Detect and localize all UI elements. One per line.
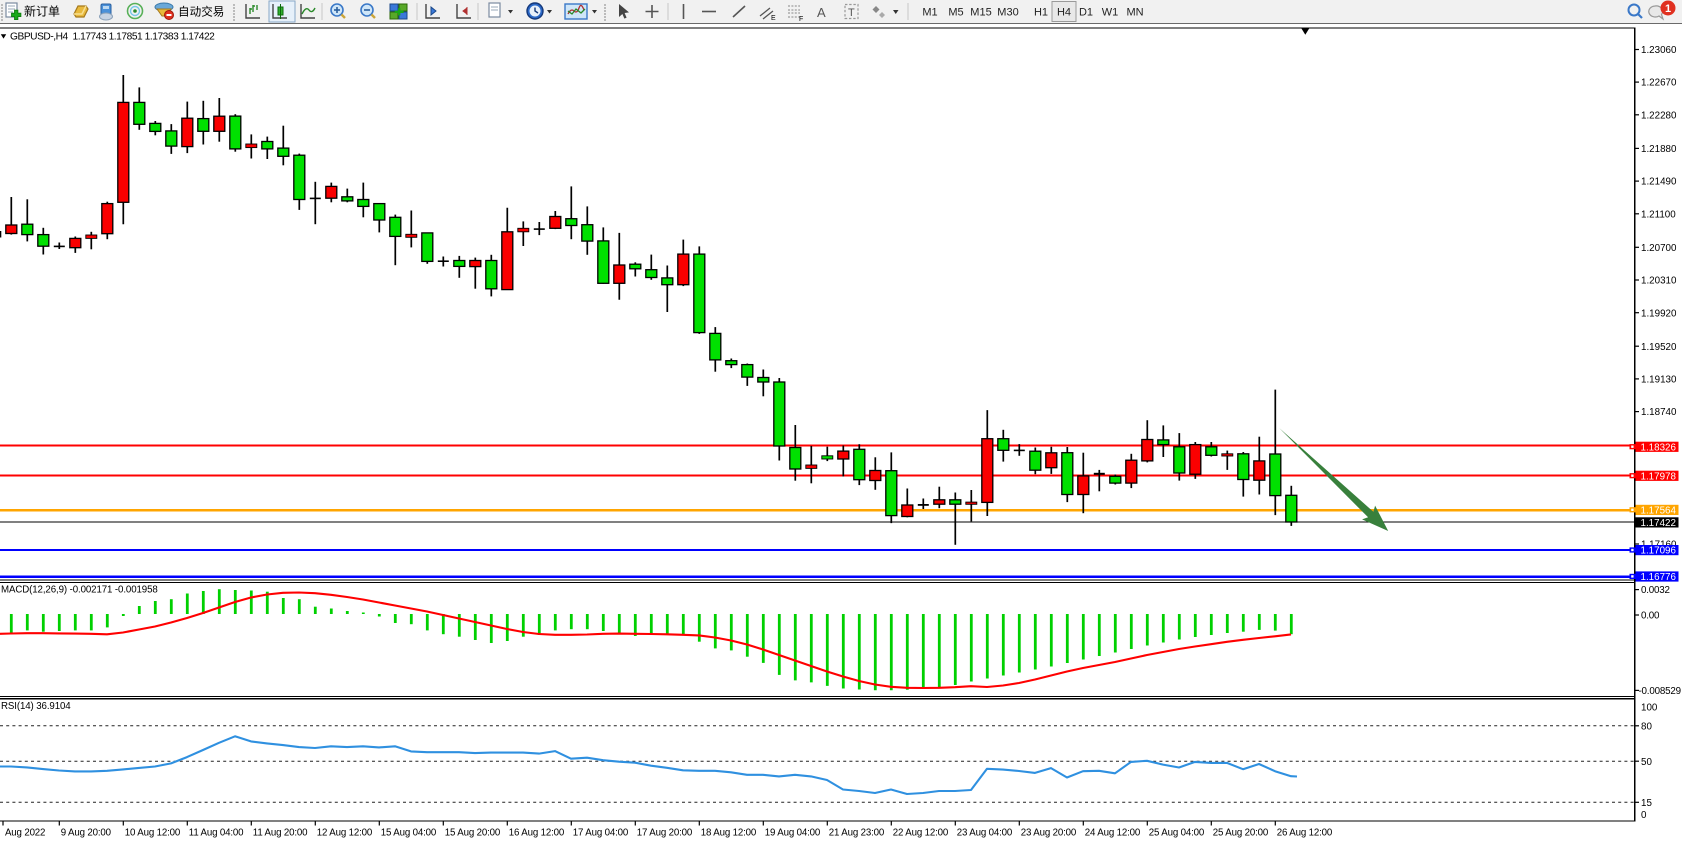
svg-text:1.22670: 1.22670 [1641, 78, 1677, 89]
svg-text:18 Aug 12:00: 18 Aug 12:00 [701, 827, 757, 838]
svg-text:10 Aug 12:00: 10 Aug 12:00 [125, 827, 181, 838]
svg-text:1.17096: 1.17096 [1641, 546, 1677, 557]
svg-text:D1: D1 [1079, 7, 1093, 19]
svg-text:11 Aug 04:00: 11 Aug 04:00 [189, 827, 244, 838]
svg-text:23 Aug 04:00: 23 Aug 04:00 [957, 827, 1013, 838]
svg-text:W1: W1 [1102, 7, 1119, 19]
svg-text:1.17978: 1.17978 [1641, 471, 1677, 482]
svg-text:23 Aug 20:00: 23 Aug 20:00 [1021, 827, 1077, 838]
svg-text:1.22280: 1.22280 [1641, 110, 1677, 121]
svg-text:100: 100 [1641, 702, 1658, 713]
svg-text:自动交易: 自动交易 [178, 5, 224, 19]
svg-text:F: F [799, 16, 803, 23]
svg-text:1: 1 [1665, 3, 1671, 15]
svg-text:1.17422: 1.17422 [1641, 518, 1676, 529]
svg-text:21 Aug 23:00: 21 Aug 23:00 [829, 827, 885, 838]
svg-text:H4: H4 [1057, 7, 1071, 19]
svg-text:1.18326: 1.18326 [1641, 442, 1677, 453]
svg-text:50: 50 [1641, 757, 1652, 768]
svg-text:25 Aug 04:00: 25 Aug 04:00 [1149, 827, 1205, 838]
svg-text:1.17564: 1.17564 [1641, 506, 1677, 517]
svg-text:1.19920: 1.19920 [1641, 308, 1677, 319]
svg-text:1.16776: 1.16776 [1641, 572, 1677, 583]
svg-text:1.19130: 1.19130 [1641, 375, 1677, 386]
svg-text:GBPUSD-,H4 1.17743 1.17851 1.: GBPUSD-,H4 1.17743 1.17851 1.17383 1.174… [10, 31, 215, 42]
svg-text:MACD(12,26,9) -0.002171 -0.001: MACD(12,26,9) -0.002171 -0.001958 [1, 584, 158, 595]
svg-text:9 Aug 20:00: 9 Aug 20:00 [61, 827, 112, 838]
svg-text:1.23060: 1.23060 [1641, 45, 1677, 56]
svg-text:M30: M30 [997, 7, 1018, 19]
svg-text:A: A [817, 5, 826, 20]
svg-text:H1: H1 [1034, 7, 1048, 19]
svg-text:0.00: 0.00 [1641, 611, 1660, 622]
svg-text:1.20310: 1.20310 [1641, 276, 1677, 287]
svg-text:24 Aug 12:00: 24 Aug 12:00 [1085, 827, 1141, 838]
svg-text:19 Aug 04:00: 19 Aug 04:00 [765, 827, 821, 838]
svg-text:25 Aug 20:00: 25 Aug 20:00 [1213, 827, 1269, 838]
svg-text:1.20700: 1.20700 [1641, 243, 1677, 254]
svg-text:15 Aug 04:00: 15 Aug 04:00 [381, 827, 437, 838]
svg-text:15 Aug 20:00: 15 Aug 20:00 [445, 827, 501, 838]
svg-text:1.18740: 1.18740 [1641, 407, 1677, 418]
svg-text:17 Aug 04:00: 17 Aug 04:00 [573, 827, 629, 838]
svg-text:M1: M1 [922, 7, 937, 19]
svg-text:1.21490: 1.21490 [1641, 177, 1677, 188]
svg-text:15: 15 [1641, 798, 1652, 809]
svg-text:0.0032: 0.0032 [1641, 585, 1670, 596]
svg-text:Aug 2022: Aug 2022 [5, 827, 45, 838]
svg-text:M5: M5 [948, 7, 963, 19]
svg-text:E: E [771, 15, 776, 22]
svg-text:RSI(14) 36.9104: RSI(14) 36.9104 [1, 701, 71, 712]
svg-text:26 Aug 12:00: 26 Aug 12:00 [1277, 827, 1333, 838]
svg-text:1.21880: 1.21880 [1641, 144, 1677, 155]
svg-text:12 Aug 12:00: 12 Aug 12:00 [317, 827, 373, 838]
svg-text:16 Aug 12:00: 16 Aug 12:00 [509, 827, 565, 838]
svg-text:80: 80 [1641, 721, 1652, 732]
svg-text:M15: M15 [970, 7, 991, 19]
svg-text:22 Aug 12:00: 22 Aug 12:00 [893, 827, 949, 838]
svg-text:11 Aug 20:00: 11 Aug 20:00 [253, 827, 308, 838]
svg-text:新订单: 新订单 [24, 4, 60, 19]
svg-text:-0.008529: -0.008529 [1639, 686, 1681, 697]
svg-text:1.21100: 1.21100 [1641, 209, 1676, 220]
svg-text:T: T [848, 7, 855, 19]
svg-text:1.19520: 1.19520 [1641, 342, 1677, 353]
svg-text:0: 0 [1641, 810, 1647, 821]
svg-text:MN: MN [1126, 7, 1143, 19]
svg-text:17 Aug 20:00: 17 Aug 20:00 [637, 827, 693, 838]
